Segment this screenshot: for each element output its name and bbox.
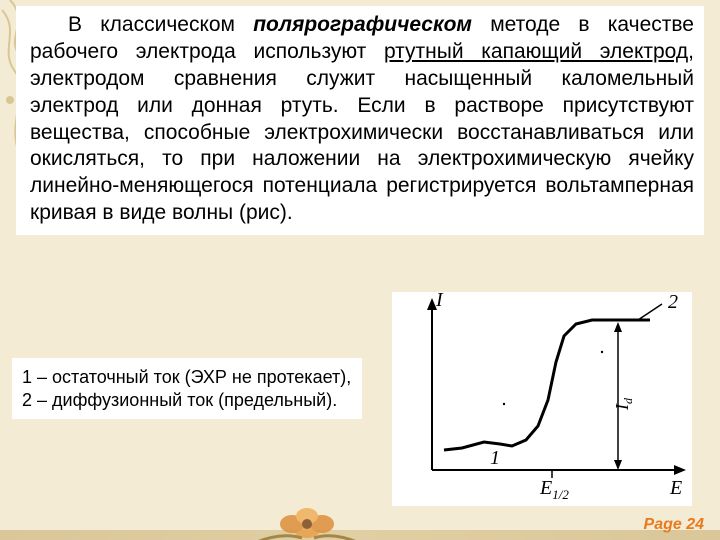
legend-line-1: 1 – остаточный ток (ЭХР не протекает), <box>22 366 352 389</box>
polarogram-chart: I 2 1 Id E1/2 E <box>392 292 692 506</box>
main-paragraph: В классическом полярографическом методе … <box>16 6 704 235</box>
slide: В классическом полярографическом методе … <box>0 0 720 540</box>
axis-label-E12: E1/2 <box>539 477 569 502</box>
decor-flower <box>252 498 362 540</box>
axis-label-I: I <box>435 292 444 311</box>
legend-line-2: 2 – диффузионный ток (предельный). <box>22 389 352 412</box>
legend: 1 – остаточный ток (ЭХР не протекает), 2… <box>12 358 362 419</box>
id-label: Id <box>612 397 635 411</box>
curve-label-2: 2 <box>668 292 678 313</box>
axis-label-E: E <box>669 477 682 499</box>
text-pre: В классическом <box>68 13 253 36</box>
chart-svg: I 2 1 Id E1/2 E <box>392 292 692 506</box>
text-underlined: ртутный капающий электрод <box>384 40 688 63</box>
text-rest: , электродом сравнения служит насыщенный… <box>30 40 694 224</box>
page-number: Page 24 <box>644 516 704 534</box>
curve-label-1: 1 <box>490 447 500 469</box>
text-term: полярографическом <box>253 13 472 36</box>
